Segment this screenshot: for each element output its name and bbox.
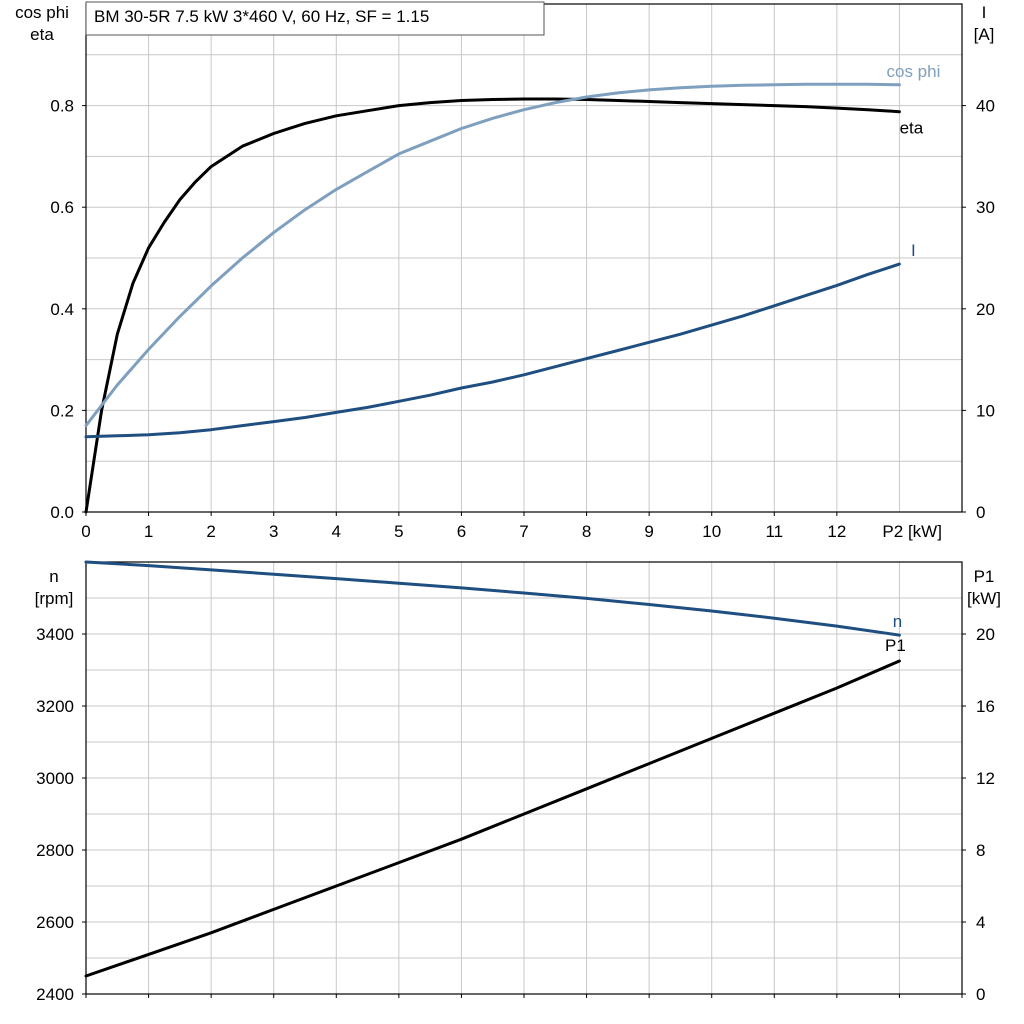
right-tick-label: 0	[976, 985, 985, 1004]
right-tick-label: 4	[976, 913, 985, 932]
x-tick-label: 2	[206, 522, 215, 541]
series-line-cos-phi	[84, 82, 901, 428]
right-tick-label: 0	[976, 503, 985, 522]
left-tick-label: 3000	[36, 769, 74, 788]
left-tick-label: 3400	[36, 625, 74, 644]
series-line-eta	[84, 97, 901, 514]
right-tick-label: 30	[976, 198, 995, 217]
x-tick-label: 3	[269, 522, 278, 541]
left-axis-title: n	[49, 567, 58, 586]
left-axis-title: [rpm]	[35, 589, 74, 608]
series-label-n: n	[893, 612, 902, 631]
left-tick-label: 0.2	[50, 401, 74, 420]
right-axis-title: I	[982, 3, 987, 22]
right-tick-label: 8	[976, 841, 985, 860]
x-tick-label: 4	[332, 522, 341, 541]
right-tick-label: 20	[976, 625, 995, 644]
x-tick-label: 6	[457, 522, 466, 541]
series-label-eta: eta	[900, 119, 924, 138]
left-tick-label: 2400	[36, 985, 74, 1004]
right-tick-label: 20	[976, 300, 995, 319]
x-tick-label: 8	[582, 522, 591, 541]
right-tick-label: 16	[976, 697, 995, 716]
series-line-n	[84, 560, 901, 637]
chart-title-box	[85, 1, 545, 36]
x-tick-label: 0	[81, 522, 90, 541]
left-tick-label: 0.4	[50, 300, 74, 319]
right-tick-label: 40	[976, 97, 995, 116]
series-line-p1	[84, 659, 901, 978]
series-label-p1: P1	[885, 636, 906, 655]
x-tick-label: 11	[765, 522, 783, 541]
right-axis-title: P1	[974, 567, 995, 586]
x-axis-title: P2 [kW]	[882, 522, 942, 541]
left-axis-title: cos phi	[15, 3, 69, 22]
series-label-cos-phi: cos phi	[886, 62, 940, 81]
right-axis-title: [A]	[974, 25, 995, 44]
series-label-i: I	[911, 241, 916, 260]
x-tick-label: 9	[644, 522, 653, 541]
x-tick-label: 12	[827, 522, 846, 541]
left-tick-label: 0.8	[50, 97, 74, 116]
left-axis-title: eta	[30, 25, 54, 44]
chart-title: BM 30-5R 7.5 kW 3*460 V, 60 Hz, SF = 1.1…	[94, 7, 429, 26]
x-tick-label: 7	[519, 522, 528, 541]
chart-panel-1: 0.0 0.2 0.4 0.6 0.8 0 10 20 30 40 cos phi eta I [A] 0 1…	[15, 1, 995, 541]
x-tick-label: 10	[702, 522, 721, 541]
right-tick-label: 10	[976, 401, 995, 420]
right-tick-label: 12	[976, 769, 995, 788]
x-tick-label: 5	[394, 522, 403, 541]
right-axis-title: [kW]	[967, 589, 1001, 608]
series-line-i	[84, 262, 901, 439]
left-tick-label: 0.6	[50, 198, 74, 217]
left-tick-label: 2600	[36, 913, 74, 932]
x-tick-label: 1	[144, 522, 153, 541]
chart-panel-2: 2400 2600 2800 3000 3200 3400 0 4 8 12 16 20 n [rpm] P…	[35, 560, 1001, 1004]
left-tick-label: 2800	[36, 841, 74, 860]
left-tick-label: 3200	[36, 697, 74, 716]
left-tick-label: 0.0	[50, 503, 74, 522]
